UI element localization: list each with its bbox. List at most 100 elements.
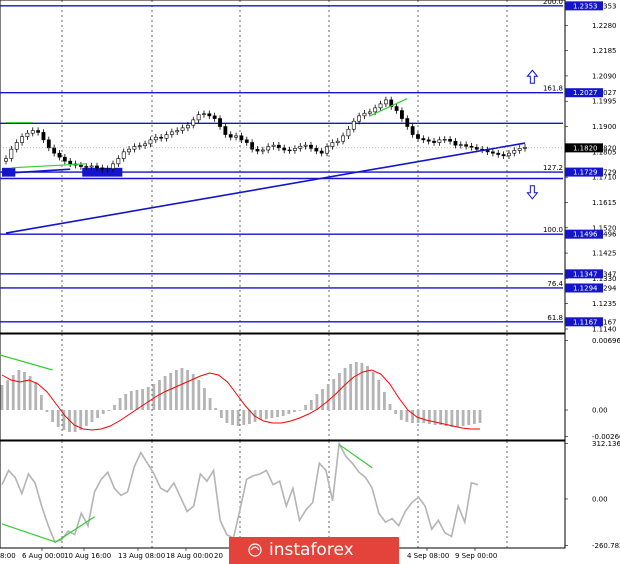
time-tick-label-1: 10 Aug 16:00	[64, 552, 111, 560]
current-price-tag-bg	[565, 143, 603, 153]
price-tick-label-11: 1.1615	[592, 199, 617, 207]
candle-body-3	[20, 136, 24, 143]
candle-body-19	[105, 168, 110, 170]
price-tag-0: 1.2353	[573, 2, 598, 10]
arrow-up-icon	[526, 69, 539, 84]
candle-body-29	[159, 136, 164, 139]
candle-body-83	[448, 139, 452, 142]
macd-bar-42	[236, 410, 240, 426]
price-tick-label-12: 1.1520	[592, 224, 617, 232]
macd-bar-0	[0, 385, 4, 410]
candle-body-46	[250, 142, 255, 150]
macd-bar-3	[17, 370, 21, 410]
candle-body-23	[127, 148, 131, 153]
macd-bar-38	[214, 408, 218, 410]
candle-body-6	[36, 130, 41, 133]
price-tag-bg-7	[565, 283, 603, 293]
macd-bar-61	[343, 368, 347, 410]
candle-body-43	[234, 135, 238, 138]
macd-bar-49	[276, 410, 279, 417]
arrow-down-icon	[526, 185, 539, 200]
price-tick-label-16: 1.1330	[592, 275, 617, 283]
candle-body-68	[367, 111, 372, 114]
macd-bar-68	[383, 392, 386, 410]
macd-bar-48	[270, 410, 274, 418]
candle-body-61	[330, 142, 335, 147]
candle-body-33	[180, 127, 185, 131]
macd-frame	[0, 333, 566, 441]
candle-body-47	[255, 148, 260, 152]
candle-body-31	[169, 131, 174, 135]
macd-bar-17	[96, 410, 99, 418]
macd-bar-55	[309, 400, 313, 410]
candle-body-34	[186, 124, 190, 129]
price-tag-1: 1.2027	[573, 89, 598, 97]
candle-body-81	[437, 139, 442, 143]
macd-bar-6	[34, 382, 38, 410]
macd-bar-24	[135, 390, 139, 410]
price-tag-5: 1.1496	[573, 231, 598, 239]
fibo-level-label-0: 200.0	[543, 0, 563, 6]
price-tick-label-8: 1.1805	[592, 148, 617, 156]
candle-body-82	[442, 139, 447, 141]
oscillator-line	[1, 441, 479, 543]
macd-bar-83	[467, 410, 471, 425]
candle-body-21	[116, 158, 121, 165]
candle-body-42	[228, 134, 233, 138]
price-tag-bg-1	[565, 88, 603, 98]
price-tick-label-17: 1.1294	[592, 284, 617, 292]
candle-body-35	[191, 119, 196, 126]
candle-body-88	[474, 147, 479, 150]
osc-divergence-line-1	[54, 516, 95, 544]
candle-body-38	[207, 113, 212, 117]
candle-body-92	[496, 152, 501, 155]
macd-bar-76	[427, 410, 431, 424]
osc-divergence-line-2	[338, 444, 373, 469]
macd-bar-53	[298, 410, 302, 411]
macd-bar-43	[242, 410, 246, 425]
price-tag-bg-8	[565, 317, 603, 327]
macd-bar-85	[478, 410, 482, 423]
candle-body-80	[432, 140, 436, 143]
macd-bar-13	[73, 410, 77, 432]
candle-body-63	[341, 135, 345, 142]
candle-body-75	[405, 118, 410, 127]
candle-body-76	[410, 126, 415, 135]
price-divergence-line-1	[369, 98, 408, 117]
candle-body-84	[453, 140, 458, 146]
macd-bar-19	[107, 410, 111, 411]
time-tick-label-3: 18 Aug 00:00	[166, 552, 213, 560]
candle-body-20	[111, 163, 115, 169]
price-tag-bg-5	[565, 229, 603, 239]
macd-bar-84	[472, 410, 476, 424]
price-tick-label-1: 1.2280	[592, 22, 617, 30]
macd-bar-7	[39, 395, 43, 410]
macd-tick-label-1: 0.00	[592, 407, 608, 415]
macd-bar-4	[23, 372, 26, 410]
candle-body-93	[501, 154, 506, 157]
macd-bar-29	[163, 376, 167, 410]
macd-bar-82	[461, 410, 465, 426]
macd-bar-58	[326, 384, 330, 410]
candle-body-48	[260, 149, 265, 152]
price-tick-label-13: 1.1496	[592, 231, 617, 239]
macd-tick-label-2: -0.00266	[592, 433, 620, 441]
macd-bar-14	[79, 410, 83, 430]
candle-body-78	[421, 138, 426, 141]
macd-signal-line	[1, 369, 480, 431]
price-tag-3: 1.1729	[573, 169, 598, 177]
macd-bar-27	[152, 384, 156, 410]
candle-body-26	[143, 143, 148, 147]
candle-body-39	[212, 115, 217, 119]
macd-bar-41	[231, 410, 234, 425]
candle-body-85	[458, 144, 463, 146]
fibo-level-label-7: 76.4	[547, 280, 563, 288]
price-tag-8: 1.1167	[573, 318, 598, 326]
time-tick-label-2: 13 Aug 08:00	[118, 552, 165, 560]
price-tick-label-5: 1.1995	[592, 98, 617, 106]
price-divergence-line-0	[11, 163, 87, 169]
candle-body-45	[244, 139, 249, 143]
logo-swirl-icon	[248, 543, 262, 557]
